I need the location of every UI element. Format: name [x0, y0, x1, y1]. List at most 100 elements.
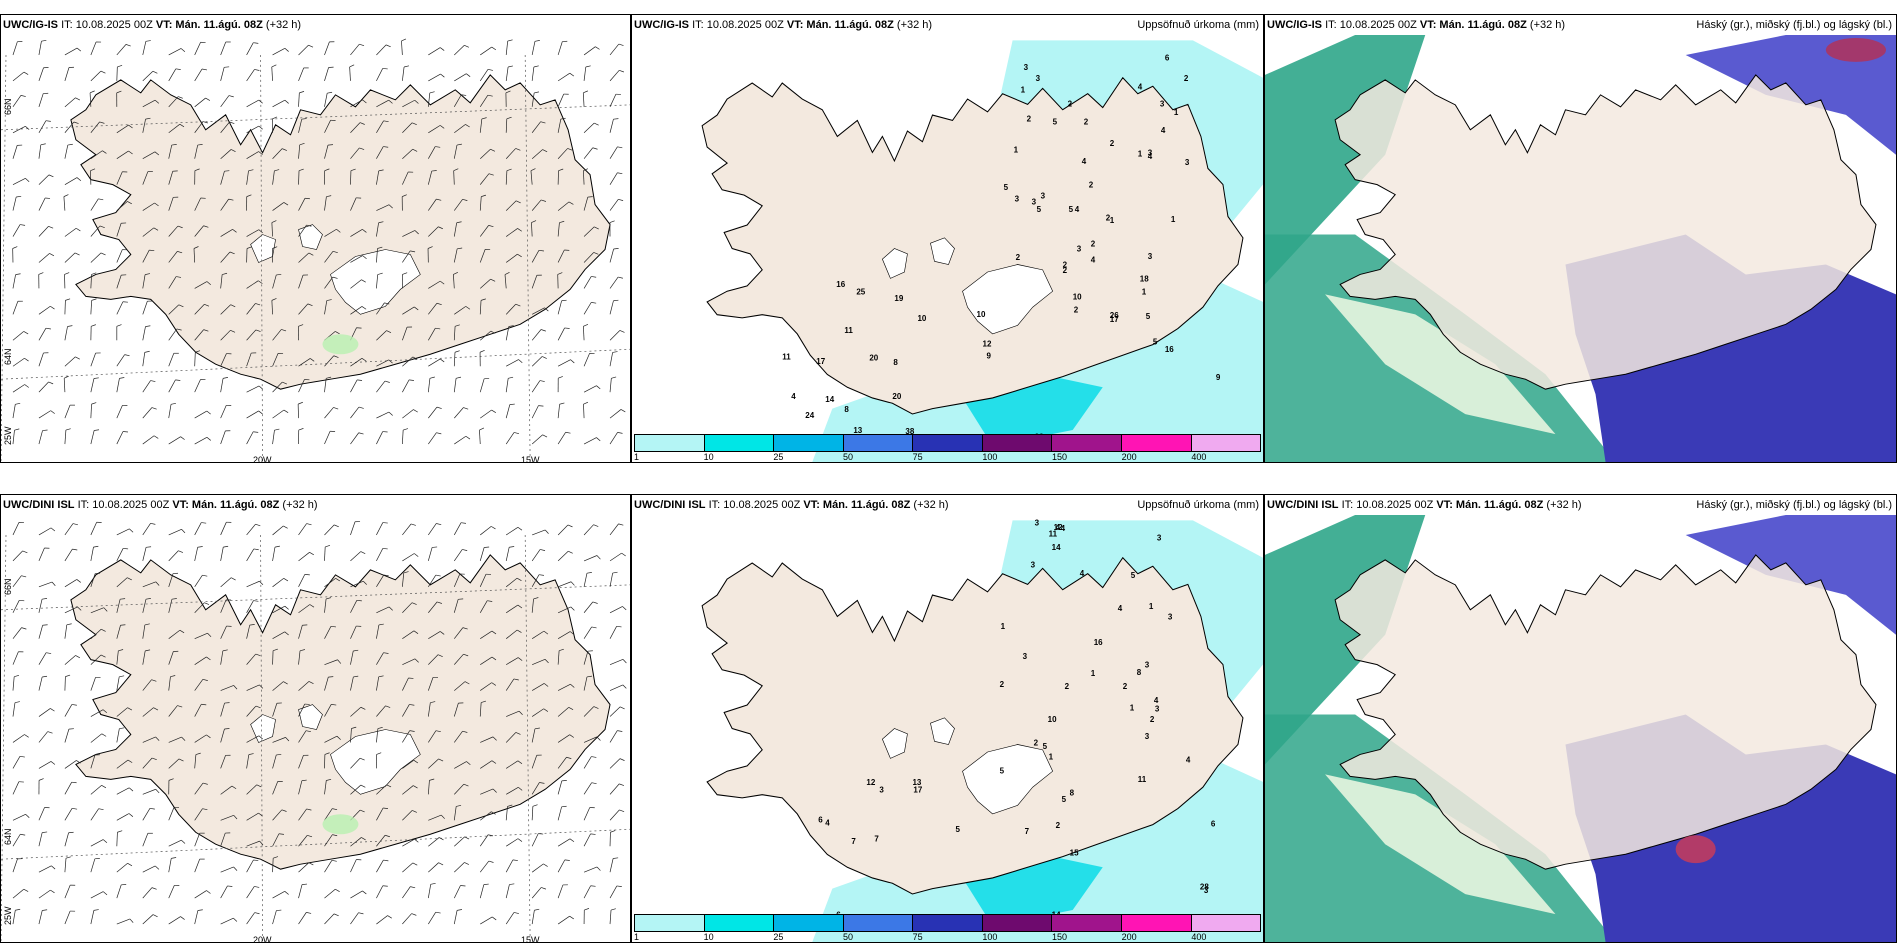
- wind-barb-flag: [233, 685, 238, 690]
- glacier: [298, 224, 323, 250]
- wind-barb-flag: [435, 327, 441, 330]
- wind-barb-flag: [454, 350, 460, 353]
- cloud-map-panel-bottom: UWC/DINI ISL IT: 10.08.2025 00Z VT: Mán.…: [1264, 494, 1897, 943]
- wind-barb-flag: [436, 523, 442, 526]
- wind-barb: [454, 45, 465, 56]
- wind-barb: [142, 581, 156, 588]
- glacier: [250, 714, 276, 743]
- wind-barb-flag: [414, 230, 419, 235]
- precip-value: 1: [1001, 622, 1006, 631]
- precip-value: 3: [1160, 99, 1165, 108]
- wind-barb-flag: [20, 95, 26, 97]
- wind-barb-flag: [21, 627, 27, 630]
- wind-barb-flag: [50, 708, 55, 712]
- wind-barb-flag: [457, 909, 463, 911]
- wind-barb-flag: [151, 407, 157, 410]
- wind-barb-flag: [481, 194, 487, 197]
- wind-barb: [90, 150, 103, 159]
- wind-barb: [38, 807, 45, 821]
- colorbar-swatch: [1191, 915, 1261, 931]
- wind-barb: [453, 378, 457, 393]
- precip-value: 20: [892, 392, 901, 401]
- wind-barb-flag: [202, 121, 208, 124]
- wind-barb: [168, 436, 181, 445]
- wind-barb: [609, 758, 621, 769]
- map-header: UWC/IG-IS IT: 10.08.2025 00Z VT: Mán. 11…: [632, 15, 1263, 35]
- lead-time: (+32 h): [1546, 499, 1582, 511]
- wind-barb-flag: [177, 251, 183, 254]
- wind-barb-flag: [178, 96, 183, 99]
- wind-barb: [12, 910, 16, 925]
- wind-barb: [298, 275, 304, 289]
- colorbar-tick: 10: [703, 452, 714, 462]
- wind-barb: [531, 149, 543, 159]
- wind-barb: [531, 863, 544, 873]
- wind-barb-flag: [330, 625, 337, 628]
- wind-barb: [12, 600, 20, 613]
- wind-barb: [194, 602, 205, 614]
- wind-barb-flag: [515, 303, 521, 307]
- wind-barb-flag: [490, 148, 496, 152]
- wind-barb-flag: [569, 631, 575, 635]
- wind-barb-flag: [154, 151, 160, 156]
- wind-barb-flag: [439, 358, 445, 363]
- wind-barb: [246, 580, 260, 588]
- wind-barb: [116, 787, 130, 795]
- wind-barb: [531, 683, 545, 691]
- wind-barb-flag: [413, 630, 419, 635]
- colorbar-tick: 400: [1191, 932, 1207, 942]
- wind-barb: [90, 404, 92, 419]
- wind-barb-flag: [488, 834, 494, 837]
- wind-barb: [402, 250, 411, 263]
- wind-barb: [194, 197, 201, 211]
- precip-value: 1: [1142, 287, 1147, 296]
- wind-barb-flag: [151, 679, 157, 682]
- wind-barb: [609, 199, 619, 211]
- precip-value: 12: [1054, 523, 1063, 532]
- wind-barb: [64, 326, 68, 341]
- wind-barb-flag: [491, 526, 496, 530]
- wind-barb-flag: [558, 376, 563, 379]
- wind-barb-flag: [481, 117, 487, 120]
- wind-barb: [64, 430, 67, 445]
- precip-value: 2: [1065, 682, 1070, 691]
- wind-barb-flag: [541, 199, 547, 202]
- wind-barb: [116, 759, 129, 769]
- wind-barb-flag: [24, 384, 29, 388]
- wind-barb-flag: [543, 630, 549, 635]
- wind-barb: [246, 431, 254, 445]
- wind-barb-flag: [530, 168, 536, 171]
- wind-barb: [376, 44, 387, 56]
- wind-barb: [12, 274, 16, 289]
- wind-barb: [480, 409, 492, 419]
- wind-barb-flag: [533, 65, 539, 68]
- wind-barb: [90, 274, 92, 289]
- wind-barb-flag: [332, 834, 338, 837]
- glacier: [330, 249, 421, 315]
- precip-value: 2: [1063, 260, 1068, 269]
- model-name: UWC/IG-IS: [1267, 19, 1322, 31]
- precip-value: 5: [1037, 205, 1042, 214]
- wind-barb-flag: [388, 411, 393, 416]
- wind-barb: [246, 329, 257, 341]
- precip-value: 4: [1091, 255, 1096, 264]
- wind-barb-flag: [128, 150, 133, 155]
- wind-barb-flag: [461, 522, 467, 524]
- wind-barb: [324, 578, 336, 588]
- wind-barb: [428, 406, 438, 419]
- wind-barb: [583, 626, 592, 639]
- wind-barb: [324, 378, 327, 393]
- wind-barb: [376, 548, 384, 562]
- precip-value: 2: [1123, 682, 1128, 691]
- wind-barb-flag: [125, 44, 131, 47]
- wind-barb: [272, 381, 283, 393]
- wind-barb-flag: [453, 168, 459, 172]
- wind-barb: [142, 679, 152, 691]
- wind-barb: [272, 47, 286, 56]
- wind-barb-flag: [151, 887, 157, 890]
- precip-value: 6: [1165, 53, 1170, 62]
- wind-barb: [428, 328, 436, 341]
- wind-barb: [505, 253, 518, 263]
- wind-barbs: [12, 38, 626, 445]
- wind-barb: [428, 303, 438, 315]
